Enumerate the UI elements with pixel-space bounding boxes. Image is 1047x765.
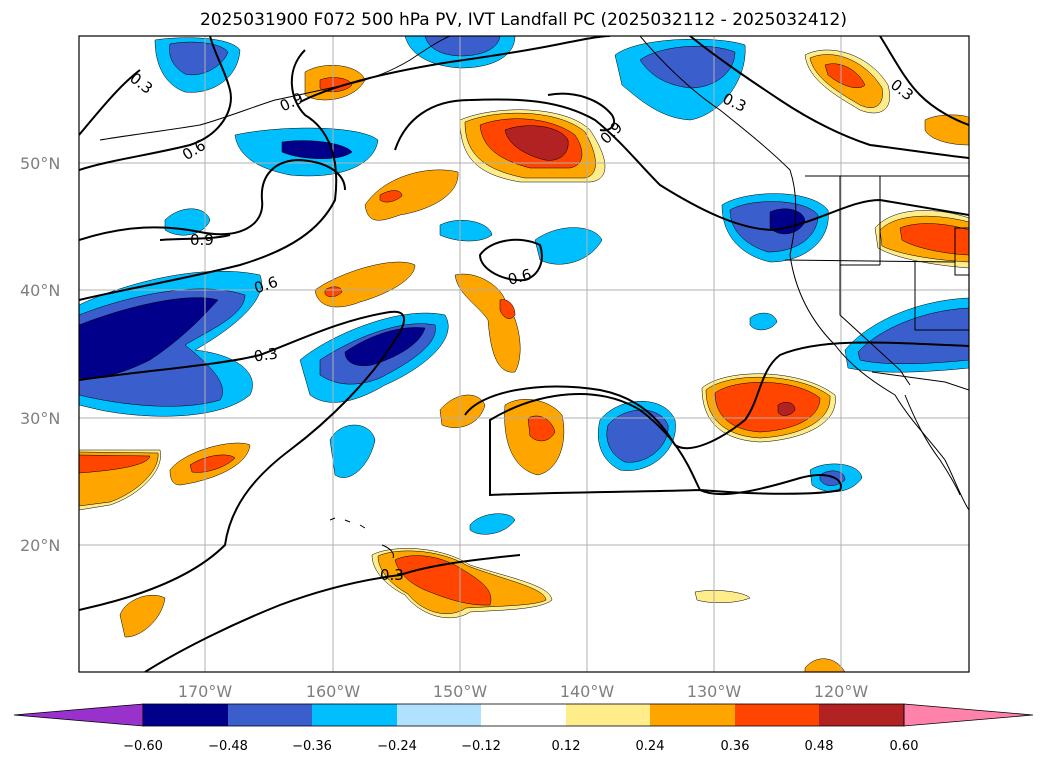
- colorbar-segment: [566, 704, 650, 726]
- colorbar-tick-label: −0.60: [123, 739, 163, 754]
- colorbar-segment: [819, 704, 904, 726]
- neg-blob-ak-2-core: [169, 41, 229, 76]
- contour-03-east: [464, 341, 969, 450]
- lon-axis: 170°W 160°W 150°W 140°W 130°W 120°W: [178, 682, 869, 701]
- state-border-5: [954, 227, 969, 276]
- pos-blob-west-1-red: [79, 454, 151, 474]
- pos-blob-mid-2: [314, 261, 416, 308]
- contour-label: 0.6: [506, 265, 534, 289]
- pos-blob-mid-1: [364, 169, 459, 221]
- neg-blob-north-inner: [281, 140, 353, 159]
- colorbar-segment: [650, 704, 735, 726]
- contour-09-big: [79, 69, 141, 136]
- colorbar-tick-label: −0.36: [292, 739, 332, 754]
- negative-anomaly-fills: [79, 36, 969, 535]
- pos-blob-mid-3: [454, 273, 521, 373]
- lat-label: 40°N: [20, 281, 60, 300]
- state-border-3: [784, 259, 956, 263]
- contour-label: 0.3: [253, 344, 279, 365]
- colorbar-segment: [481, 704, 566, 726]
- colorbar-frame: [142, 703, 905, 727]
- pos-blob-small-b: [694, 590, 751, 603]
- colorbar-segment: [143, 704, 228, 726]
- pos-blob-small-a: [439, 394, 486, 428]
- contour-06-nw: [79, 36, 232, 171]
- state-border-4: [914, 262, 969, 331]
- lat-label: 20°N: [20, 536, 60, 555]
- neg-blob-small-2: [439, 220, 493, 242]
- contour-09-north: [299, 36, 611, 103]
- map-area: 0.3 0.6 0.9 0.9 0.6 0.9 0.6 0.3 0.3 0.3 …: [79, 36, 969, 672]
- na-coastline: [639, 36, 969, 511]
- map-frame: [78, 35, 970, 673]
- baja-coast: [904, 394, 961, 496]
- hawaii-islands: [329, 517, 394, 559]
- lon-label: 130°W: [687, 682, 742, 701]
- lon-label: 160°W: [306, 682, 361, 701]
- lon-label: 170°W: [178, 682, 233, 701]
- neg-blob-ca-core: [857, 307, 969, 365]
- colorbar-tick-label: 0.12: [552, 739, 581, 754]
- pos-blob-center-red: [527, 415, 556, 442]
- lon-label: 120°W: [814, 682, 869, 701]
- lat-label: 30°N: [20, 409, 60, 428]
- contour-03-loop: [489, 393, 842, 497]
- contour-06-west: [79, 49, 338, 301]
- contour-09-main: [394, 98, 969, 232]
- neg-blob-center-inner: [344, 327, 426, 366]
- neg-blob-south-core: [606, 409, 669, 463]
- colorbar: −0.60 −0.48 −0.36 −0.24 −0.12 0.12 0.24 …: [13, 703, 1034, 754]
- colorbar-segment: [228, 704, 312, 726]
- colorbar-tick-label: −0.24: [377, 739, 417, 754]
- mexico-border: [871, 371, 969, 391]
- contour-09-west: [159, 234, 231, 241]
- colorbar-extend-right: [903, 703, 1034, 727]
- gridlines: [79, 36, 969, 672]
- pos-blob-west-3: [119, 594, 166, 638]
- pos-blob-dakota-red: [899, 223, 969, 256]
- chart-title: 2025031900 F072 500 hPa PV, IVT Landfall…: [199, 10, 847, 30]
- pos-blob-east-dark: [777, 402, 796, 416]
- pos-blob-north-dark: [504, 125, 569, 161]
- pv-contours: [79, 36, 969, 672]
- positive-anomaly-fills: [79, 49, 969, 672]
- aleutians: [99, 36, 451, 141]
- contour-03-ne2: [879, 36, 969, 126]
- contour-09-inner: [547, 92, 616, 132]
- contour-03-hawaii: [144, 554, 521, 672]
- colorbar-segment: [735, 704, 819, 726]
- colorbar-tick-label: −0.48: [208, 739, 248, 754]
- colorbar-tick-label: 0.24: [636, 739, 665, 754]
- lat-label: 50°N: [20, 154, 60, 173]
- colorbar-segment: [312, 704, 397, 726]
- pos-blob-west-2-red: [189, 454, 236, 473]
- colorbar-tick-label: 0.60: [890, 739, 919, 754]
- colorbar-tick-label: −0.12: [461, 739, 501, 754]
- lon-label: 140°W: [560, 682, 615, 701]
- contour-label: 0.9: [190, 231, 214, 249]
- lon-label: 150°W: [433, 682, 488, 701]
- contour-label: 0.3: [380, 566, 404, 584]
- pos-blob-mid-3-red: [499, 299, 516, 319]
- pos-blob-ne-red: [824, 63, 866, 89]
- contour-06-mid: [478, 238, 543, 282]
- neg-blob-ak-core: [639, 45, 736, 89]
- lat-axis: 20°N 30°N 40°N 50°N: [20, 154, 60, 555]
- pos-blob-hawaii-red: [394, 555, 492, 606]
- neg-blob-small-7: [749, 312, 778, 331]
- neg-blob-small-4: [329, 424, 376, 478]
- contour-03-ne: [689, 36, 969, 159]
- contour-06-inner: [79, 158, 346, 241]
- pos-blob-small-c: [804, 658, 846, 672]
- neg-blob-small-5: [469, 513, 516, 535]
- neg-blob-small-3: [534, 227, 603, 265]
- colorbar-tick-label: 0.48: [805, 739, 834, 754]
- colorbar-segment: [397, 704, 481, 726]
- colorbar-tick-label: 0.36: [721, 739, 750, 754]
- colorbar-extend-left: [13, 703, 144, 727]
- pos-blob-mid-1-red: [379, 190, 403, 203]
- contour-03-south: [79, 310, 405, 611]
- pos-blob-ne-2: [924, 114, 969, 146]
